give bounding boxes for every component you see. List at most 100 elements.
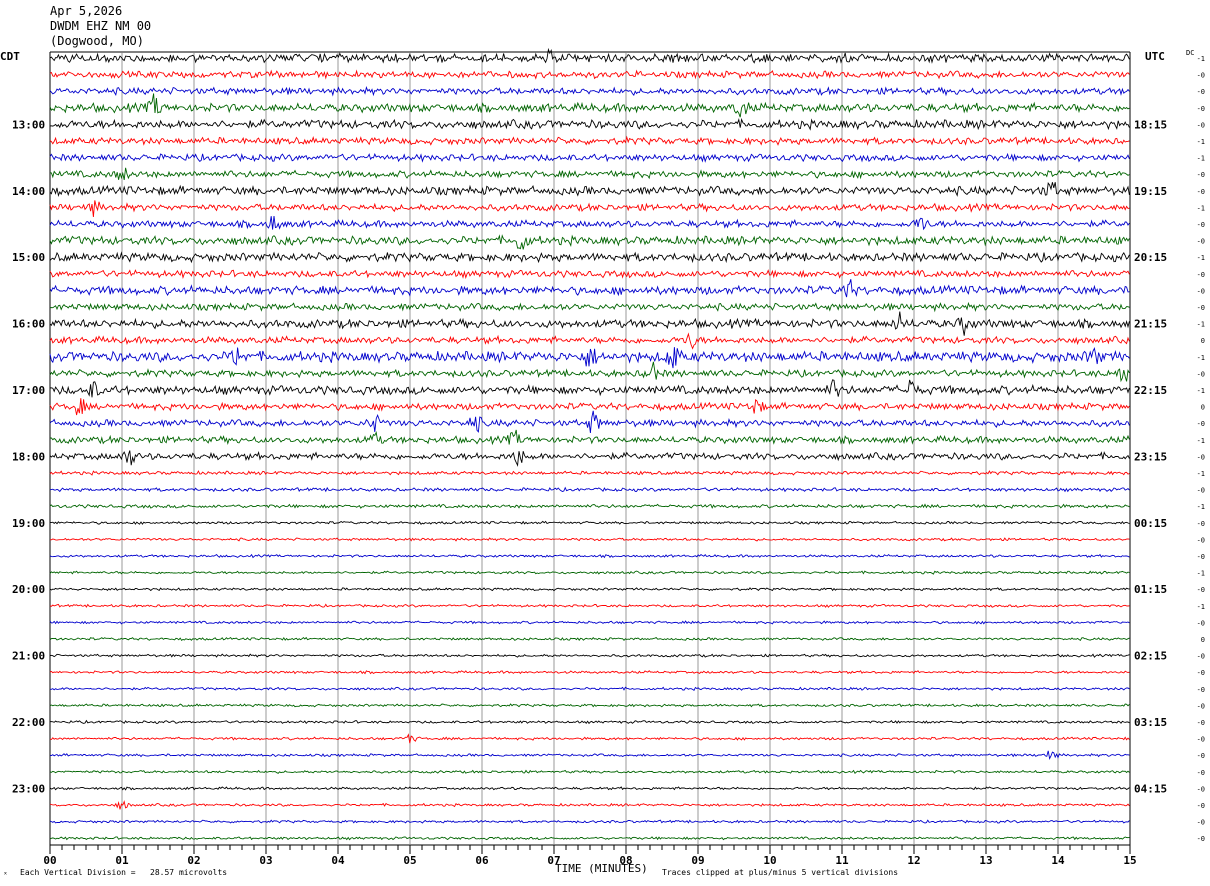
grid <box>49 51 1131 854</box>
seismic-trace <box>49 486 1130 493</box>
seismic-trace <box>49 301 1130 313</box>
dc-offset-value: -1 <box>1197 387 1205 395</box>
dc-offset-value: -0 <box>1197 520 1205 528</box>
dc-offset-value: -0 <box>1197 453 1205 461</box>
dc-offset-value: -0 <box>1197 287 1205 295</box>
dc-offset-value: -0 <box>1197 785 1205 793</box>
x-tick-label: 08 <box>619 854 632 867</box>
left-time-label: 19:00 <box>12 517 45 530</box>
seismic-trace <box>49 800 1130 810</box>
seismic-trace <box>50 537 1130 542</box>
x-tick-label: 14 <box>1051 854 1065 867</box>
station-location: (Dogwood, MO) <box>50 34 144 48</box>
seismic-trace <box>49 670 1130 675</box>
dc-offset-value: -1 <box>1197 437 1205 445</box>
dc-offset-value: -0 <box>1197 121 1205 129</box>
left-time-label: 15:00 <box>12 251 45 264</box>
x-tick-label: 00 <box>43 854 56 867</box>
right-time-label: 19:15 <box>1134 185 1167 198</box>
left-time-label: 13:00 <box>12 118 45 131</box>
seismic-trace <box>49 69 1130 80</box>
seismic-trace <box>49 182 1130 197</box>
dc-offset-value: -1 <box>1197 55 1205 63</box>
dc-offset-value: -0 <box>1197 819 1205 827</box>
seismic-trace <box>49 819 1130 824</box>
x-tick-label: 12 <box>907 854 920 867</box>
dc-offset-value: -0 <box>1197 669 1205 677</box>
x-tick-label: 07 <box>547 854 560 867</box>
seismic-trace <box>49 332 1130 350</box>
dc-offset-value: -0 <box>1197 221 1205 229</box>
seismic-trace <box>49 450 1130 467</box>
seismic-trace <box>49 200 1130 217</box>
left-time-label: 14:00 <box>12 185 45 198</box>
trace-layer <box>49 47 1130 841</box>
right-time-label: 21:15 <box>1134 318 1167 331</box>
clip-note: Traces clipped at plus/minus 5 vertical … <box>662 868 899 877</box>
dc-offset-value: -0 <box>1197 370 1205 378</box>
right-time-label: 01:15 <box>1134 583 1167 596</box>
x-axis-title: TIME (MINUTES) <box>555 862 648 875</box>
seismic-trace <box>49 470 1130 476</box>
seismic-trace <box>49 520 1130 525</box>
seismic-trace <box>49 398 1130 416</box>
dc-offset-value: -0 <box>1197 719 1205 727</box>
dc-offset-value: -0 <box>1197 105 1205 113</box>
dc-offset-value: -0 <box>1197 835 1205 843</box>
dc-offset-value: -0 <box>1197 619 1205 627</box>
seismic-trace <box>49 553 1130 559</box>
dc-offset-value: -1 <box>1197 138 1205 146</box>
dc-offset-value: -1 <box>1197 155 1205 163</box>
dc-offset-value: -0 <box>1197 188 1205 196</box>
x-tick-label: 05 <box>403 854 416 867</box>
seismic-trace <box>49 410 1130 434</box>
left-time-label: 20:00 <box>12 583 45 596</box>
dc-offset-value: -0 <box>1197 702 1205 710</box>
x-tick-label: 15 <box>1123 854 1136 867</box>
dc-offset-value: -0 <box>1197 736 1205 744</box>
dc-offset-value: -1 <box>1197 354 1205 362</box>
x-tick-label: 10 <box>763 854 776 867</box>
dc-offset-value: -0 <box>1197 420 1205 428</box>
dc-offset-value: -0 <box>1197 88 1205 96</box>
seismic-trace <box>49 269 1130 280</box>
seismic-trace <box>49 703 1130 708</box>
seismic-trace <box>49 786 1130 791</box>
seismic-trace <box>49 167 1130 180</box>
seismic-trace <box>49 234 1130 250</box>
seismic-trace <box>49 719 1130 725</box>
dc-offset-header: DC <box>1186 49 1195 57</box>
seismic-trace <box>49 152 1130 163</box>
dc-offset-value: -0 <box>1197 536 1205 544</box>
label-layer: 00 01 02 03 04 05 06 07 08 09 10 11 12 13 14 1513:0014:… <box>12 55 1205 867</box>
dc-offset-value: -1 <box>1197 204 1205 212</box>
seismic-trace <box>49 379 1130 398</box>
station-code: DWDM EHZ NM 00 <box>50 19 152 33</box>
x-tick-label: 11 <box>835 854 849 867</box>
right-time-label: 22:15 <box>1134 384 1167 397</box>
seismic-trace <box>49 636 1130 642</box>
seismic-trace <box>49 587 1130 592</box>
chart-date: Apr 5,2026 <box>50 4 123 18</box>
right-time-label: 02:15 <box>1134 650 1167 663</box>
dc-offset-value: 0 <box>1201 337 1205 345</box>
left-time-label: 17:00 <box>12 384 45 397</box>
seismic-trace <box>49 47 1130 64</box>
seismic-trace <box>49 279 1130 298</box>
dc-offset-value: -0 <box>1197 802 1205 810</box>
dc-offset-value: -0 <box>1197 553 1205 561</box>
right-time-label: 23:15 <box>1134 450 1167 463</box>
seismic-trace <box>49 117 1130 131</box>
dc-offset-value: -1 <box>1197 603 1205 611</box>
seismic-trace <box>49 251 1130 264</box>
seismic-trace <box>49 653 1130 658</box>
seismic-trace <box>49 361 1130 383</box>
seismic-trace <box>49 769 1130 775</box>
x-tick-label: 01 <box>115 854 129 867</box>
dc-offset-value: -1 <box>1197 470 1205 478</box>
x-tick-label: 02 <box>187 854 200 867</box>
seismic-trace <box>49 311 1130 336</box>
left-timezone-label: CDT <box>0 50 20 63</box>
seismic-trace <box>49 603 1130 608</box>
left-time-label: 23:00 <box>12 782 45 795</box>
